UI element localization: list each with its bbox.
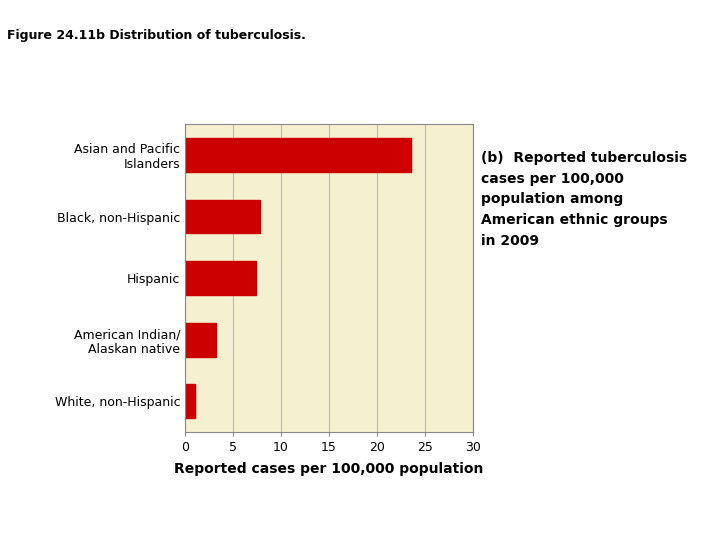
Bar [185, 200, 260, 233]
X-axis label: Reported cases per 100,000 population: Reported cases per 100,000 population [174, 462, 484, 476]
Bar [185, 138, 410, 172]
Bar [185, 261, 256, 295]
Bar [185, 384, 194, 418]
Text: (b)  Reported tuberculosis
cases per 100,000
population among
American ethnic gr: (b) Reported tuberculosis cases per 100,… [481, 151, 687, 248]
Bar [185, 323, 216, 356]
Text: Figure 24.11b Distribution of tuberculosis.: Figure 24.11b Distribution of tuberculos… [7, 29, 306, 42]
